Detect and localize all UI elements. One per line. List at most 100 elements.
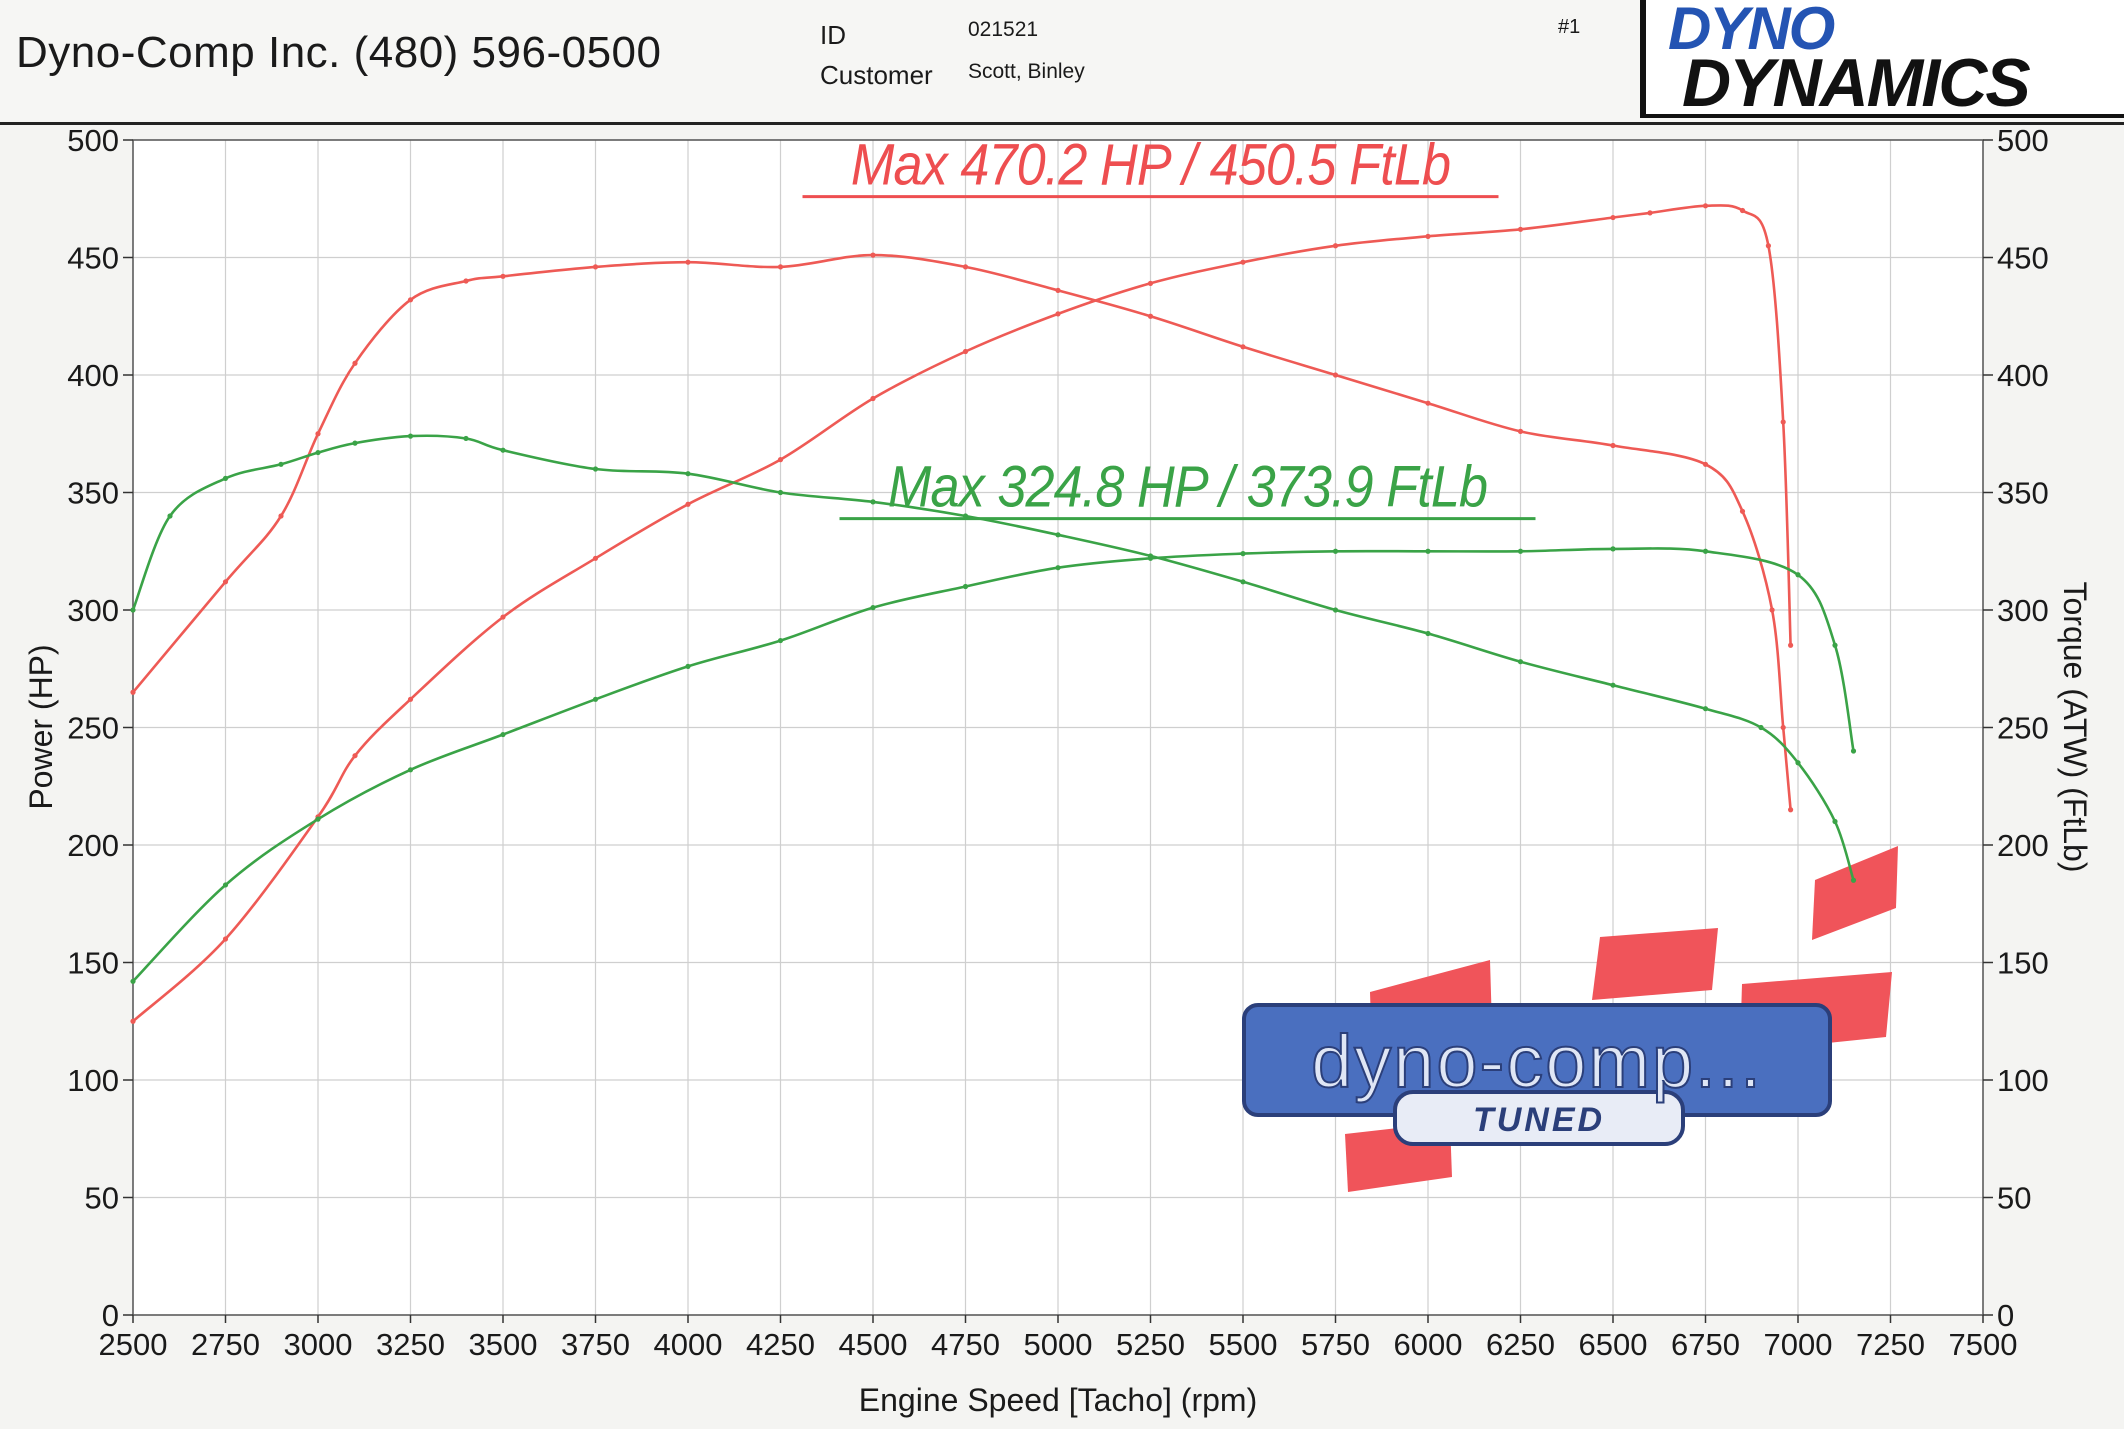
- data-point: [130, 607, 136, 613]
- y2-tick-label: 250: [1997, 711, 2049, 746]
- data-point: [352, 360, 358, 366]
- data-point: [222, 882, 229, 888]
- y-tick-label: 300: [67, 593, 119, 628]
- data-point: [1517, 226, 1524, 232]
- data-point: [1739, 207, 1746, 214]
- y-tick-label: 100: [67, 1063, 119, 1098]
- x-tick-label: 3250: [376, 1327, 445, 1362]
- series-line-4: [131, 434, 1855, 882]
- data-point: [870, 252, 876, 258]
- logo-text: dyno-comp...: [1311, 1020, 1763, 1103]
- data-point: [962, 583, 969, 590]
- x-tick-label: 3750: [561, 1327, 630, 1362]
- company-name: Dyno-Comp Inc. (480) 596-0500: [16, 28, 662, 77]
- x-tick-label: 2500: [99, 1327, 168, 1362]
- data-point: [1832, 642, 1838, 648]
- data-point: [1147, 553, 1154, 559]
- data-point: [777, 264, 784, 270]
- data-point: [130, 978, 136, 984]
- data-point: [1332, 607, 1339, 613]
- data-point: [1780, 724, 1786, 731]
- x-axis: 2500 2750 3000 3250 3500 3750 4000 4250 4500 4750…: [99, 1315, 2017, 1362]
- max-annotation-2: Max 324.8 HP / 373.9 FtLb: [888, 454, 1487, 519]
- x-tick-label: 7250: [1856, 1327, 1925, 1362]
- data-point: [1332, 243, 1339, 249]
- report-header: Dyno-Comp Inc. (480) 596-0500 ID 021521 …: [0, 0, 2124, 125]
- y2-tick-label: 300: [1997, 593, 2049, 628]
- data-point: [1795, 760, 1801, 766]
- y2-tick-label: 350: [1997, 476, 2049, 511]
- y-tick-label: 150: [67, 946, 119, 981]
- data-point: [962, 264, 969, 270]
- data-point: [1850, 877, 1857, 883]
- data-point: [870, 395, 876, 402]
- y2-tick-label: 450: [1997, 241, 2049, 276]
- data-point: [1702, 461, 1709, 467]
- data-point: [1425, 400, 1431, 406]
- data-point: [407, 297, 414, 303]
- x-tick-label: 6500: [1579, 1327, 1648, 1362]
- data-point: [870, 499, 876, 505]
- data-point: [1332, 548, 1339, 554]
- data-point: [685, 663, 691, 670]
- data-point: [1332, 372, 1339, 378]
- dyno-dynamics-logo: DYNO DYNAMICS: [1640, 0, 2124, 118]
- data-point: [1425, 548, 1431, 554]
- y-tick-label: 500: [67, 123, 119, 158]
- data-point: [777, 637, 784, 644]
- data-point: [1765, 243, 1771, 249]
- data-point: [463, 278, 469, 284]
- customer-label: Customer: [820, 60, 933, 90]
- series-layer: [130, 203, 1857, 1024]
- data-point: [500, 614, 506, 620]
- data-point: [870, 605, 876, 611]
- x-tick-label: 5500: [1209, 1327, 1278, 1362]
- data-point: [1832, 818, 1838, 825]
- data-point: [1240, 344, 1246, 350]
- annotations-layer: Max 470.2 HP / 450.5 FtLb Max 324.8 HP / …: [802, 132, 1536, 521]
- data-point: [685, 501, 691, 507]
- y2-tick-label: 50: [1997, 1181, 2031, 1216]
- data-point: [1055, 532, 1061, 538]
- data-point: [1425, 233, 1431, 239]
- y2-tick-label: 100: [1997, 1063, 2049, 1098]
- run-number: #1: [1558, 16, 1581, 38]
- y-tick-label: 0: [102, 1298, 119, 1333]
- data-point: [1517, 548, 1524, 554]
- x-tick-label: 4500: [839, 1327, 908, 1362]
- data-point: [1610, 546, 1616, 552]
- id-value: 021521: [968, 18, 1039, 41]
- data-point: [1055, 287, 1061, 293]
- x-tick-label: 6000: [1394, 1327, 1463, 1362]
- x-tick-label: 3500: [469, 1327, 538, 1362]
- y2-tick-label: 150: [1997, 946, 2049, 981]
- x-tick-label: 6750: [1671, 1327, 1740, 1362]
- data-point: [1788, 807, 1794, 813]
- data-point: [500, 273, 506, 279]
- data-point: [1055, 311, 1061, 317]
- data-point: [1147, 280, 1154, 286]
- data-point: [592, 696, 599, 702]
- x-tick-label: 5000: [1024, 1327, 1093, 1362]
- id-label: ID: [820, 20, 846, 50]
- series-line-1: [131, 204, 1792, 1023]
- logo-flag-shape: [1592, 928, 1718, 1000]
- data-point: [777, 457, 784, 463]
- data-point: [315, 816, 321, 822]
- data-point: [685, 471, 691, 477]
- data-point: [1240, 579, 1246, 585]
- data-point: [1780, 419, 1786, 425]
- data-point: [592, 555, 599, 561]
- dyno-chart: 0 50 100 150 200 250 300 350 400 450 500 0 50 100 150…: [23, 123, 2093, 1418]
- data-point: [1425, 630, 1431, 637]
- x-tick-label: 3000: [284, 1327, 353, 1362]
- x-tick-label: 7000: [1764, 1327, 1833, 1362]
- data-point: [1610, 214, 1616, 221]
- data-point: [1702, 203, 1709, 209]
- y-tick-label: 250: [67, 711, 119, 746]
- data-point: [222, 579, 229, 585]
- data-point: [1517, 659, 1524, 665]
- brand-bottom-text: DYNAMICS: [1682, 45, 2031, 121]
- data-point: [685, 259, 691, 265]
- y-tick-label: 200: [67, 828, 119, 863]
